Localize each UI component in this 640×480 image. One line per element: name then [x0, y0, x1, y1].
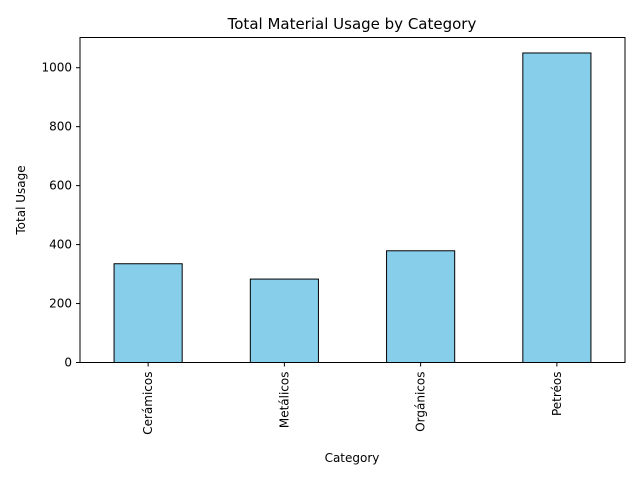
y-tick-label: 200	[49, 297, 72, 311]
y-axis-label: Total Usage	[14, 165, 28, 235]
y-tick-label: 400	[49, 238, 72, 252]
y-axis-ticks: 0 200 400 600 800 1000	[41, 61, 80, 370]
y-tick-label: 600	[49, 179, 72, 193]
x-tick-label: Orgánicos	[414, 372, 428, 432]
y-tick-label: 0	[64, 356, 72, 370]
x-axis-label: Category	[325, 451, 380, 465]
x-tick-label: Cerámicos	[141, 372, 155, 435]
x-tick-label: Petréos	[550, 372, 564, 417]
chart-title: Total Material Usage by Category	[227, 15, 477, 33]
bar	[113, 263, 183, 363]
bars-group	[113, 52, 592, 363]
x-tick-label: Metálicos	[277, 372, 291, 429]
bar	[249, 278, 319, 363]
bar	[522, 52, 592, 363]
plot-frame	[79, 37, 626, 363]
x-axis-ticks: Cerámicos Metálicos Orgánicos Petréos	[141, 362, 564, 435]
y-tick-label: 1000	[41, 61, 72, 75]
y-tick-label: 800	[49, 120, 72, 134]
bar	[386, 250, 456, 363]
